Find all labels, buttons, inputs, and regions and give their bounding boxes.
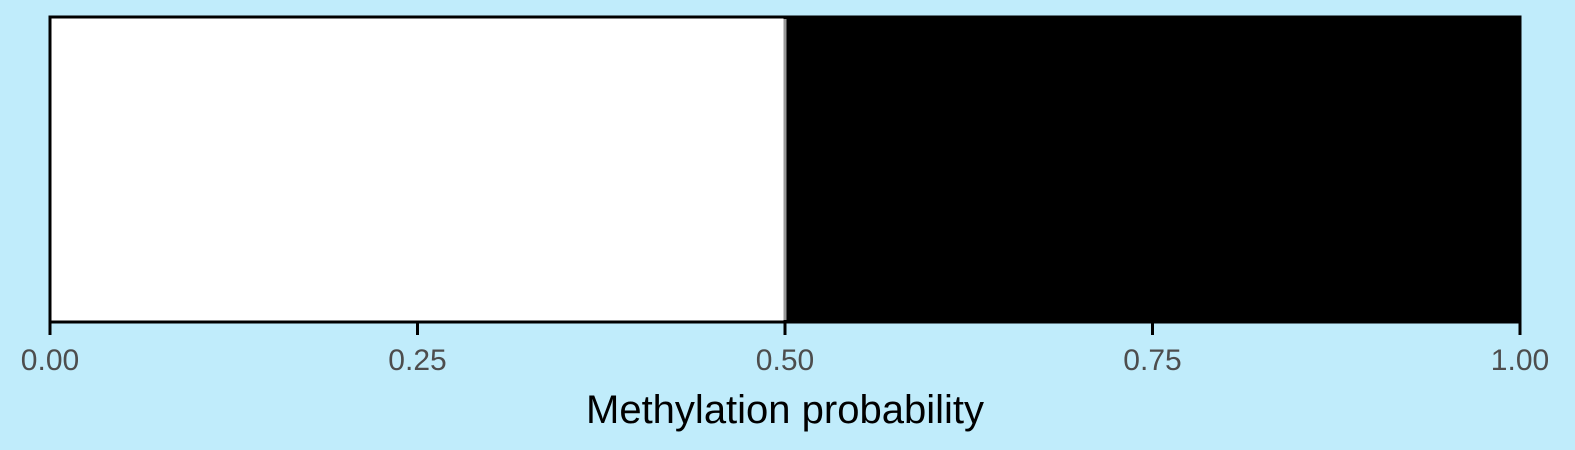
x-tick-label-3: 0.75 (1123, 344, 1181, 377)
bar-segments (48, 15, 1522, 324)
bar-segment-0 (48, 15, 787, 324)
x-tick-label-0: 0.00 (21, 344, 79, 377)
x-axis-title: Methylation probability (586, 388, 984, 432)
x-tick-label-4: 1.00 (1491, 344, 1549, 377)
x-tick-label-2: 0.50 (756, 344, 814, 377)
x-tick-label-1: 0.25 (388, 344, 446, 377)
x-axis (48, 320, 1522, 335)
x-tick-labels: 0.00 0.25 0.50 0.75 1.00 (21, 344, 1549, 377)
bar-segment-1 (783, 15, 1522, 324)
